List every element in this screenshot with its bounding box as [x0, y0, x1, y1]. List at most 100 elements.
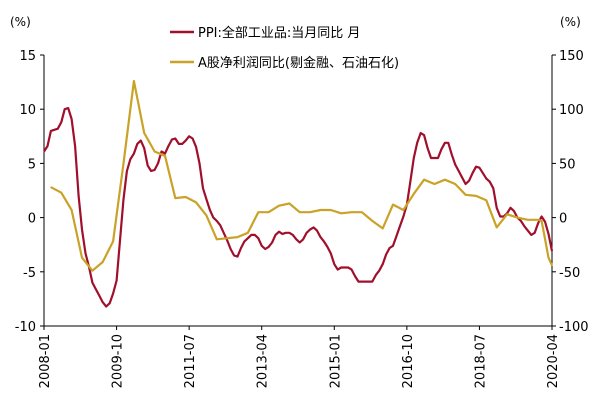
- profit-data-point: [433, 183, 436, 185]
- ppi-data-point: [395, 235, 398, 237]
- ppi-data-point: [492, 187, 494, 189]
- ppi-data-point: [461, 176, 463, 179]
- profit-data-point: [102, 261, 104, 263]
- profit-data-point: [371, 220, 373, 222]
- ppi-data-point: [319, 236, 322, 238]
- ppi-data-point: [423, 134, 425, 136]
- ppi-data-point: [140, 140, 142, 142]
- ppi-data-point: [368, 281, 370, 283]
- ppi-data-point: [53, 129, 56, 131]
- ppi-data-point: [240, 247, 242, 249]
- profit-series-line: [50, 79, 553, 272]
- ppi-data-point: [247, 237, 249, 239]
- profit-data-point: [392, 204, 394, 206]
- ppi-data-point: [444, 142, 446, 144]
- ppi-data-point: [226, 239, 228, 241]
- x-tick-label: 2015-01: [328, 334, 343, 388]
- profit-data-point: [551, 264, 553, 266]
- ppi-data-point: [547, 233, 550, 235]
- ppi-data-point: [281, 233, 283, 235]
- profit-data-point: [143, 132, 145, 134]
- ppi-data-point: [223, 232, 225, 234]
- ppi-data-point: [541, 215, 543, 218]
- ppi-data-point: [478, 167, 480, 169]
- left-tick-label: 15: [19, 49, 36, 64]
- ppi-data-point: [84, 252, 87, 254]
- ppi-data-point: [382, 263, 384, 265]
- profit-data-point: [288, 202, 290, 205]
- ppi-data-point: [109, 302, 111, 304]
- profit-data-point: [122, 162, 125, 164]
- ppi-data-point: [285, 232, 287, 234]
- profit-data-point: [423, 179, 425, 181]
- profit-data-point: [547, 257, 550, 259]
- ppi-data-point: [337, 269, 339, 271]
- ppi-data-point: [105, 305, 107, 308]
- profit-data-point: [330, 209, 332, 211]
- ppi-data-point: [295, 238, 297, 240]
- ppi-data-point: [364, 281, 366, 283]
- right-axis-unit: (%): [560, 15, 581, 29]
- ppi-data-point: [278, 231, 280, 233]
- ppi-data-point: [347, 266, 349, 269]
- ppi-data-point: [499, 215, 501, 218]
- ppi-data-point: [413, 157, 415, 159]
- profit-data-point: [236, 236, 239, 238]
- profit-data-point: [226, 237, 228, 239]
- ppi-data-point: [212, 217, 214, 219]
- right-axis: -100 -50 0 50 100 150: [551, 49, 589, 335]
- ppi-data-point: [530, 234, 532, 236]
- profit-data-point: [112, 240, 114, 242]
- ppi-data-point: [188, 135, 190, 137]
- ppi-data-point: [357, 281, 360, 283]
- ppi-data-point: [451, 154, 453, 156]
- ppi-data-point: [513, 210, 515, 212]
- ppi-data-point: [160, 150, 163, 153]
- ppi-data-point: [489, 181, 491, 183]
- ppi-data-point: [392, 245, 394, 247]
- x-tick-label: 2011-07: [183, 334, 198, 388]
- ppi-data-point: [302, 238, 304, 240]
- ppi-data-point: [292, 234, 294, 236]
- profit-data-point: [50, 186, 52, 188]
- ppi-data-point: [409, 181, 411, 183]
- ppi-data-point: [433, 157, 436, 159]
- ppi-data-point: [133, 153, 135, 155]
- right-tick-label: -50: [559, 266, 580, 281]
- ppi-data-point: [496, 207, 498, 209]
- profit-data-point: [309, 211, 311, 213]
- ppi-data-point: [340, 266, 342, 269]
- ppi-data-point: [330, 252, 332, 254]
- series-layer: [43, 79, 554, 308]
- profit-data-point: [496, 226, 498, 228]
- ppi-data-point: [309, 228, 311, 231]
- ppi-data-point: [274, 234, 277, 236]
- ppi-data-point: [468, 180, 470, 182]
- x-axis: 2008-01 2009-10 2011-07 2013-04 2015-01 2016-…: [38, 325, 561, 388]
- ppi-data-point: [202, 187, 204, 189]
- ppi-data-point: [485, 178, 487, 180]
- ppi-data-point: [385, 253, 387, 256]
- ppi-series-line: [43, 107, 554, 308]
- profit-data-point: [205, 214, 207, 216]
- ppi-data-point: [236, 256, 239, 258]
- x-tick-label: 2018-07: [473, 334, 488, 388]
- ppi-data-point: [471, 172, 474, 174]
- ppi-data-point: [389, 247, 391, 249]
- profit-data-point: [402, 209, 404, 211]
- ppi-data-point: [264, 248, 266, 250]
- ppi-data-point: [261, 245, 263, 247]
- ppi-data-point: [268, 246, 270, 248]
- left-tick-label: 0: [28, 212, 36, 227]
- ppi-data-point: [447, 142, 449, 144]
- ppi-data-point: [205, 198, 207, 200]
- ppi-data-point: [81, 228, 83, 231]
- ppi-data-point: [60, 121, 62, 123]
- ppi-data-point: [50, 130, 52, 132]
- profit-data-point: [361, 211, 363, 213]
- left-tick-label: 10: [19, 103, 36, 118]
- ppi-data-point: [482, 172, 484, 174]
- ppi-data-point: [323, 240, 325, 242]
- ppi-data-point: [198, 162, 201, 164]
